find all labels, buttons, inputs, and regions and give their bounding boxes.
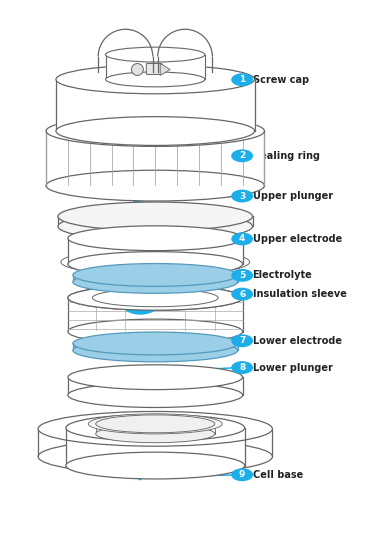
Ellipse shape	[66, 414, 244, 441]
Text: 1: 1	[239, 75, 245, 84]
Polygon shape	[38, 429, 273, 457]
Text: 5: 5	[239, 271, 245, 280]
Text: 8: 8	[239, 363, 245, 372]
Ellipse shape	[231, 334, 253, 347]
Circle shape	[132, 64, 143, 76]
Ellipse shape	[106, 72, 205, 87]
Ellipse shape	[68, 365, 243, 390]
Ellipse shape	[106, 47, 205, 62]
Ellipse shape	[66, 452, 244, 479]
Ellipse shape	[122, 373, 188, 382]
Ellipse shape	[46, 116, 265, 146]
Text: 2: 2	[239, 151, 245, 160]
Ellipse shape	[38, 411, 273, 446]
Ellipse shape	[73, 264, 238, 286]
Ellipse shape	[92, 217, 218, 235]
Ellipse shape	[56, 65, 255, 94]
Ellipse shape	[122, 293, 159, 315]
Ellipse shape	[92, 289, 218, 307]
Text: Screw cap: Screw cap	[252, 75, 309, 85]
Polygon shape	[58, 217, 252, 226]
Ellipse shape	[58, 212, 252, 241]
Polygon shape	[68, 238, 243, 264]
Ellipse shape	[115, 418, 196, 430]
Ellipse shape	[68, 285, 243, 310]
Polygon shape	[46, 131, 265, 186]
Ellipse shape	[68, 319, 243, 344]
Ellipse shape	[105, 231, 206, 246]
Ellipse shape	[127, 234, 183, 242]
Ellipse shape	[68, 252, 243, 276]
Text: 4: 4	[239, 234, 245, 244]
Polygon shape	[66, 428, 244, 465]
Text: Upper electrode: Upper electrode	[252, 234, 342, 244]
Text: Cell base: Cell base	[252, 470, 303, 480]
Polygon shape	[73, 275, 238, 282]
Ellipse shape	[231, 190, 253, 202]
Ellipse shape	[231, 468, 253, 481]
Polygon shape	[68, 377, 243, 395]
Text: Upper plunger: Upper plunger	[252, 191, 333, 201]
Polygon shape	[73, 343, 238, 350]
Polygon shape	[96, 424, 215, 434]
Text: Lower plunger: Lower plunger	[252, 362, 332, 373]
Ellipse shape	[231, 269, 253, 282]
Text: Sealing ring: Sealing ring	[252, 151, 319, 161]
FancyBboxPatch shape	[146, 64, 162, 75]
Text: Insulation sleeve: Insulation sleeve	[252, 289, 346, 299]
Ellipse shape	[101, 369, 210, 385]
Ellipse shape	[58, 202, 252, 231]
Ellipse shape	[88, 414, 222, 434]
Ellipse shape	[68, 285, 243, 310]
Ellipse shape	[68, 383, 243, 408]
Text: 9: 9	[239, 470, 245, 480]
Text: 3: 3	[239, 192, 245, 200]
Polygon shape	[68, 298, 243, 332]
Polygon shape	[160, 64, 170, 76]
Polygon shape	[56, 79, 255, 131]
Ellipse shape	[96, 425, 215, 443]
Ellipse shape	[73, 332, 238, 355]
Polygon shape	[106, 55, 205, 79]
Ellipse shape	[68, 226, 243, 251]
Text: Electrolyte: Electrolyte	[252, 271, 312, 280]
Text: 7: 7	[239, 336, 245, 345]
Ellipse shape	[231, 73, 253, 86]
Text: 6: 6	[239, 289, 245, 299]
Ellipse shape	[92, 207, 218, 226]
Ellipse shape	[73, 271, 238, 293]
Ellipse shape	[61, 248, 250, 275]
Text: Lower electrode: Lower electrode	[252, 336, 341, 346]
Ellipse shape	[96, 415, 215, 433]
Ellipse shape	[38, 439, 273, 474]
Ellipse shape	[231, 288, 253, 301]
Ellipse shape	[231, 232, 253, 245]
Ellipse shape	[231, 150, 253, 163]
Ellipse shape	[231, 361, 253, 374]
Ellipse shape	[56, 117, 255, 145]
Ellipse shape	[73, 339, 238, 362]
Ellipse shape	[46, 170, 265, 201]
